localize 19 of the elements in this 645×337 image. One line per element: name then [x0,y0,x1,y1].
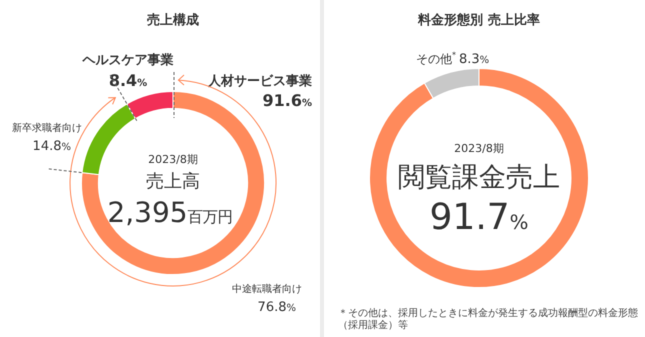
text: 2023/8期 [148,153,198,166]
text: 人材サービス事業 [207,74,312,89]
text: 91.6% [262,91,312,110]
slice-label: 中途転職者向け [232,283,302,295]
text: ＊その他は、採用したときに料金が発生する成功報酬型の料金形態（採用課金）等 [338,308,638,332]
slice-label: 新卒求職者向け [12,122,82,134]
text: 売上高 [146,171,200,192]
slice-label: ヘルスケア事業 [82,53,174,68]
slice-label: その他* [416,50,456,66]
data-label: 8.3% [459,52,490,67]
text: 2,395百万円 [107,196,233,229]
text: 2023/8期 [454,142,504,155]
data-label: 14.8% [32,139,72,154]
data-label: 76.8% [258,300,296,315]
data-label: 8.4% [108,71,148,90]
data-label: 91.7% [430,197,528,238]
slice-label: 閲覧課金売上 [398,162,560,193]
chart-title: 売上構成 [147,13,199,28]
chart-title: 料金形態別 売上比率 [417,12,540,28]
